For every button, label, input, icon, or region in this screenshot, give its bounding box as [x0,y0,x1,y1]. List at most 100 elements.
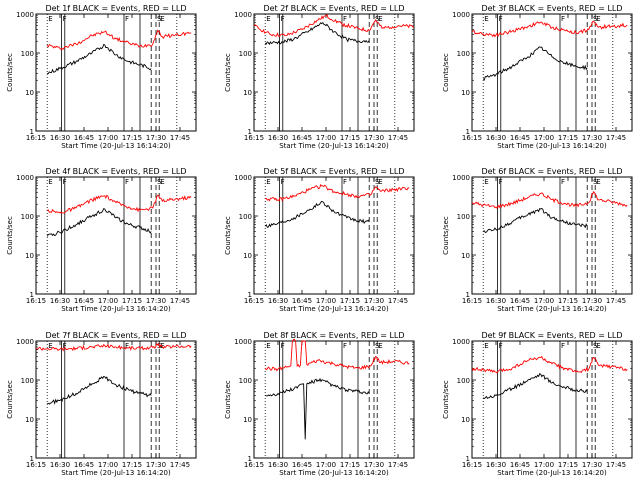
x-tick-label: 17:15 [122,461,142,469]
events-series-line [264,22,370,46]
lld-series-line [471,21,628,38]
panel-title: Det 4f BLACK = Events, RED = LLD [45,167,186,176]
x-tick-label: 16:15 [462,297,482,305]
events-series-line [265,377,370,440]
x-tick-label: 17:30 [146,297,166,305]
marker-label: E [160,178,164,186]
plot-frame [253,340,415,459]
x-tick-label: 17:00 [98,297,118,305]
y-tick-label: 1000 [452,338,470,346]
panel-det-4: Det 4f BLACK = Events, RED = LLD 1 10 100 10… [6,167,197,313]
y-tick-label: 1000 [452,174,470,182]
marker-label: E [266,15,270,23]
panel-title: Det 5f BLACK = Events, RED = LLD [263,167,404,176]
y-tick-label: 100 [457,213,470,221]
marker-label: E [160,342,164,350]
y-axis-label: Counts/sec [442,216,450,255]
x-tick-label: 17:15 [340,134,360,142]
x-tick-label: 16:30 [268,297,288,305]
lld-series-line [253,13,415,38]
x-axis-label: Start Time (20-Jul-13 16:14:20) [61,469,171,477]
plot-frame [35,340,197,459]
marker-label: E [160,15,164,23]
marker-label: E [484,178,488,186]
y-tick-label: 1 [30,291,34,299]
panel-title: Det 1f BLACK = Events, RED = LLD [45,4,186,13]
y-tick-label: 100 [21,213,34,221]
events-series-line [46,208,152,237]
panel-title: Det 7f BLACK = Events, RED = LLD [45,331,186,340]
x-tick-label: 16:45 [292,461,312,469]
lld-series-line [264,339,410,372]
panel-det-7: Det 7f BLACK = Events, RED = LLD 1 10 100 10… [6,331,197,477]
x-tick-label: 17:30 [146,134,166,142]
x-axis-label: Start Time (20-Jul-13 16:14:20) [497,305,607,313]
marker-label: E [378,15,382,23]
x-tick-label: 17:45 [606,297,626,305]
plot-frame [253,13,415,132]
lld-series-line [471,190,628,210]
marker-label: F [343,15,347,23]
y-tick-label: 100 [457,377,470,385]
x-tick-label: 17:00 [534,461,554,469]
marker-label: F [343,178,347,186]
y-tick-label: 100 [239,50,252,58]
panel-det-5: Det 5f BLACK = Events, RED = LLD 1 10 100 10… [224,167,415,313]
x-tick-label: 17:45 [170,461,190,469]
marker-label: E [596,178,600,186]
x-tick-label: 17:00 [316,461,336,469]
x-tick-label: 17:15 [558,297,578,305]
x-tick-label: 17:00 [316,297,336,305]
y-tick-label: 10 [243,89,252,97]
lld-series-line [471,355,628,374]
y-axis-label: Counts/sec [6,216,14,255]
lld-series-line [35,342,192,352]
x-tick-label: 17:00 [316,134,336,142]
events-series-line [47,43,152,75]
y-tick-label: 1000 [234,11,252,19]
panel-title: Det 6f BLACK = Events, RED = LLD [481,167,622,176]
y-tick-label: 10 [461,416,470,424]
x-tick-label: 17:45 [388,134,408,142]
x-tick-label: 17:15 [122,297,142,305]
x-tick-label: 16:15 [462,134,482,142]
y-tick-label: 1000 [16,11,34,19]
x-tick-label: 16:15 [244,297,264,305]
x-tick-label: 16:45 [510,134,530,142]
x-axis-label: Start Time (20-Jul-13 16:14:20) [279,142,389,150]
panel-title: Det 3f BLACK = Events, RED = LLD [481,4,622,13]
y-tick-label: 1 [466,455,470,463]
events-series-line [482,46,588,81]
x-tick-label: 16:45 [510,461,530,469]
panel-det-1: Det 1f BLACK = Events, RED = LLD 1 10 100 10… [6,4,197,150]
x-tick-label: 16:15 [26,461,46,469]
y-axis-label: Counts/sec [442,53,450,92]
marker-label: E [48,342,52,350]
y-axis-label: Counts/sec [442,380,450,419]
x-tick-label: 17:15 [558,461,578,469]
x-tick-label: 16:30 [268,461,288,469]
y-axis-label: Counts/sec [224,53,232,92]
y-axis-label: Counts/sec [6,380,14,419]
panel-det-3: Det 3f BLACK = Events, RED = LLD 1 10 100 10… [442,4,633,150]
marker-label: E [596,15,600,23]
x-tick-label: 16:15 [244,461,264,469]
plot-frame [471,176,633,295]
panel-det-8: Det 8f BLACK = Events, RED = LLD 1 10 100 10… [224,331,415,477]
marker-label: F [125,15,129,23]
x-tick-label: 16:45 [74,134,94,142]
x-tick-label: 16:45 [292,297,312,305]
x-tick-label: 16:15 [26,297,46,305]
y-tick-label: 1 [248,128,252,136]
y-tick-label: 10 [243,252,252,260]
marker-label: E [484,15,488,23]
marker-label: E [378,178,382,186]
y-tick-label: 10 [25,416,34,424]
marker-label: E [378,342,382,350]
x-tick-label: 17:45 [606,134,626,142]
y-tick-label: 10 [25,252,34,260]
y-axis-label: Counts/sec [224,216,232,255]
y-tick-label: 10 [461,89,470,97]
marker-label: F [125,342,129,350]
x-tick-label: 17:45 [388,297,408,305]
